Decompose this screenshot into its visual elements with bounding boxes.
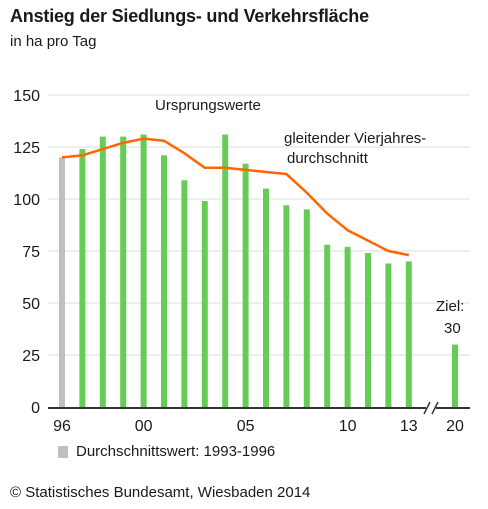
x-tick-label: 10 (339, 418, 357, 435)
chart-subtitle: in ha pro Tag (10, 33, 97, 50)
bar (99, 136, 106, 407)
annotation-gleitender-line1: gleitender Vierjahres- (284, 130, 426, 147)
bar (120, 136, 127, 407)
y-tick-label: 25 (22, 348, 40, 365)
x-tick-label: 20 (446, 418, 464, 435)
axis-break-mark (431, 401, 439, 415)
moving-average-line (61, 137, 410, 257)
bar (140, 134, 147, 407)
bar (303, 209, 310, 407)
y-tick-label: 50 (22, 296, 40, 313)
bar-average (59, 157, 65, 407)
annotations: Ursprungswerte gleitender Vierjahres- du… (155, 97, 464, 337)
bar (283, 205, 290, 407)
grid-lines (48, 94, 470, 356)
y-tick-label: 150 (13, 88, 40, 105)
bar (385, 263, 392, 407)
annotation-gleitender-line2: durchschnitt (287, 150, 369, 167)
bar (242, 163, 249, 407)
bar (405, 261, 412, 407)
x-axis (48, 401, 470, 415)
source-note: © Statistisches Bundesamt, Wiesbaden 201… (10, 484, 311, 501)
bar (324, 244, 331, 407)
bar (222, 134, 229, 407)
legend: Durchschnittswert: 1993-1996 (58, 443, 275, 460)
bar (452, 344, 458, 407)
annotation-ursprungswerte: Ursprungswerte (155, 97, 261, 114)
x-tick-label: 05 (237, 418, 255, 435)
y-tick-label: 0 (31, 400, 40, 417)
legend-swatch-average (58, 445, 68, 458)
y-tick-label: 75 (22, 244, 40, 261)
moving-average-line-group (61, 137, 410, 257)
bar (344, 246, 351, 407)
annotation-ziel-line1: Ziel: (436, 298, 464, 315)
x-tick-label: 13 (400, 418, 418, 435)
y-tick-label: 125 (13, 140, 40, 157)
legend-label: Durchschnittswert: 1993-1996 (76, 443, 276, 460)
x-axis-ticks: 96 00 05 10 13 20 (53, 418, 464, 435)
x-tick-label: 00 (135, 418, 153, 435)
bar (365, 253, 371, 407)
axis-break-mark (423, 401, 431, 415)
bars-group (59, 134, 458, 407)
chart-title: Anstieg der Siedlungs- und Verkehrsfläch… (10, 6, 369, 26)
x-tick-label: 96 (53, 418, 71, 435)
bar (161, 155, 167, 407)
bar (263, 188, 269, 407)
y-tick-label: 100 (13, 192, 40, 209)
bar (181, 180, 188, 407)
annotation-ziel-line2: 30 (444, 320, 461, 337)
bar (201, 201, 208, 407)
bar (79, 149, 86, 407)
y-axis-ticks: 0 25 50 75 100 125 150 (13, 88, 40, 417)
